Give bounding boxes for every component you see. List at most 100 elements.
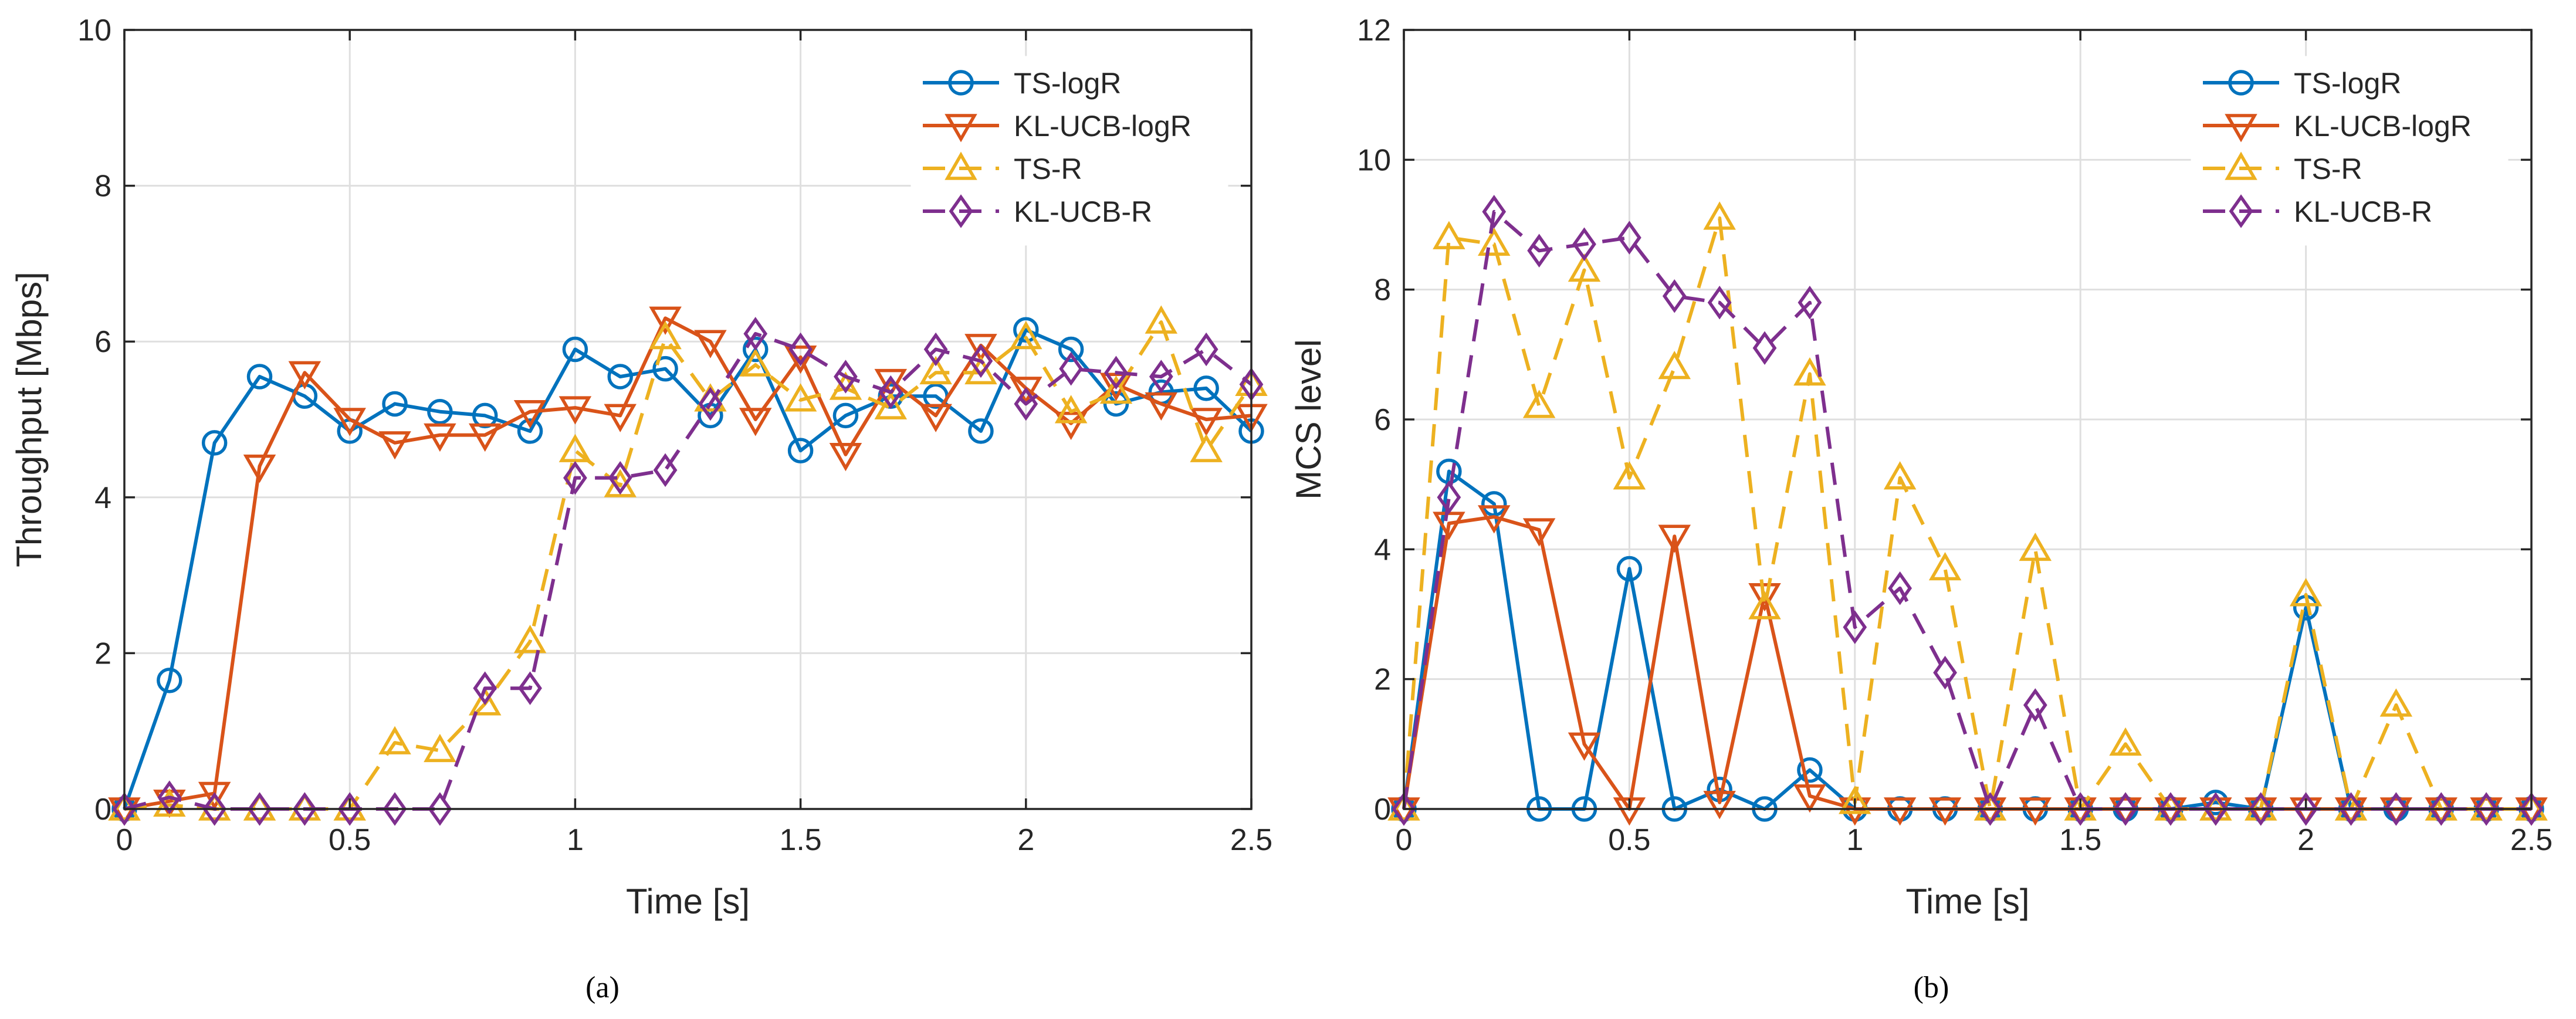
data-point-ts-r	[2379, 688, 2413, 717]
data-point-kl-ucb-logr	[1928, 797, 1962, 826]
data-point-kl-ucb-r	[788, 332, 813, 367]
y-tick-label: 6	[1374, 403, 1391, 437]
y-tick-label: 0	[1374, 793, 1391, 827]
data-point-kl-ucb-logr	[1478, 505, 1511, 534]
data-point-ts-logr	[201, 430, 228, 456]
data-point-kl-ucb-r	[2339, 792, 2363, 826]
data-point-ts-logr	[1797, 757, 1823, 783]
data-point-ts-r	[1748, 591, 1781, 619]
x-tick-label: 0.5	[329, 823, 371, 857]
data-point-kl-ucb-r	[1392, 792, 1416, 826]
y-tick-label: 0	[94, 793, 111, 827]
data-point-ts-logr	[562, 336, 588, 363]
legend-marker-kl-ucb-r	[949, 194, 973, 228]
data-point-ts-r	[1010, 321, 1042, 350]
data-point-ts-logr	[246, 364, 273, 390]
x-axis-label: Time [s]	[626, 882, 750, 921]
data-point-ts-r	[1793, 357, 1826, 386]
data-point-kl-ucb-r	[878, 375, 903, 409]
data-point-kl-ucb-r	[1482, 195, 1507, 229]
data-point-kl-ucb-r	[1843, 610, 1867, 644]
x-tick-label: 1.5	[779, 823, 821, 857]
data-point-kl-ucb-r	[112, 792, 137, 826]
data-point-ts-r	[1703, 201, 1736, 230]
y-tick-label: 10	[1357, 143, 1391, 177]
data-point-kl-ucb-r	[2249, 792, 2273, 826]
data-point-ts-logr	[1616, 556, 1643, 582]
y-tick-label: 4	[94, 481, 111, 515]
x-tick-label: 0.5	[1608, 823, 1650, 857]
data-point-kl-ucb-r	[2384, 792, 2408, 826]
data-point-kl-ucb-logr	[919, 404, 952, 432]
x-tick-label: 0	[116, 823, 133, 857]
data-point-kl-ucb-r	[382, 792, 407, 826]
data-point-kl-ucb-r	[2158, 792, 2183, 826]
data-point-kl-ucb-logr	[784, 346, 817, 374]
data-point-kl-ucb-r	[1149, 360, 1173, 394]
data-point-ts-logr	[517, 418, 543, 444]
data-point-kl-ucb-logr	[1883, 797, 1917, 826]
data-point-ts-r	[378, 726, 411, 754]
y-tick-label: 6	[94, 325, 111, 359]
data-point-ts-r	[424, 733, 456, 763]
data-point-kl-ucb-r	[157, 780, 182, 814]
data-point-kl-ucb-r	[923, 332, 948, 367]
data-point-ts-r	[1099, 375, 1133, 404]
data-point-ts-r	[649, 321, 682, 350]
legend-marker-ts-logr	[2228, 70, 2254, 96]
chart-throughput: 0 0.5 1 1.5 2 2.5 0 2 4 6 8 10 Time [s] Throughput [M…	[9, 13, 1272, 921]
data-point-ts-logr	[607, 364, 633, 390]
data-point-kl-ucb-r	[743, 317, 768, 351]
data-point-kl-ucb-logr	[2019, 797, 2052, 826]
y-axis-label: Throughput [Mbps]	[9, 272, 49, 567]
data-point-kl-ucb-r	[1104, 356, 1128, 390]
legend-marker-ts-r	[945, 151, 977, 180]
data-point-kl-ucb-logr	[1522, 518, 1556, 547]
data-point-ts-logr	[1103, 391, 1129, 417]
data-point-kl-ucb-r	[1888, 571, 1912, 605]
data-point-ts-logr	[1481, 491, 1507, 517]
data-point-kl-ucb-logr	[1658, 524, 1691, 553]
data-point-kl-ucb-logr	[649, 306, 682, 335]
data-point-kl-ucb-r	[563, 461, 587, 495]
data-point-ts-r	[1145, 305, 1178, 334]
y-tick-label: 10	[77, 13, 111, 48]
data-point-ts-r	[874, 391, 908, 419]
data-point-ts-r	[1190, 434, 1223, 462]
x-axis-label: Time [s]	[1905, 882, 2029, 921]
y-tick-label: 12	[1357, 13, 1391, 48]
data-point-ts-r	[1387, 792, 1420, 821]
data-point-kl-ucb-r	[2294, 792, 2318, 826]
data-point-kl-ucb-r	[1707, 286, 1732, 320]
legend-marker-kl-ucb-logr	[2225, 114, 2257, 143]
data-point-kl-ucb-logr	[604, 404, 637, 432]
data-point-kl-ucb-logr	[964, 334, 997, 363]
data-point-kl-ucb-r	[292, 792, 317, 826]
data-point-kl-ucb-r	[2519, 792, 2544, 826]
data-point-ts-logr	[1193, 375, 1219, 401]
y-tick-label: 8	[94, 170, 111, 204]
data-point-kl-ucb-logr	[874, 368, 908, 398]
data-point-ts-r	[1658, 350, 1691, 380]
data-point-kl-ucb-logr	[739, 408, 772, 436]
data-point-kl-ucb-r	[969, 344, 993, 378]
data-point-kl-ucb-r	[608, 461, 632, 495]
data-point-kl-ucb-r	[1933, 655, 1957, 690]
data-point-ts-r	[468, 687, 502, 716]
data-point-ts-r	[829, 371, 862, 400]
data-point-kl-ucb-r	[1014, 387, 1038, 421]
data-point-kl-ucb-r	[2023, 688, 2047, 722]
data-point-ts-r	[1974, 792, 2007, 821]
y-tick-label: 2	[1374, 663, 1391, 697]
y-tick-label: 2	[94, 637, 111, 671]
data-point-ts-logr	[472, 402, 498, 429]
y-tick-label: 8	[1374, 273, 1391, 307]
data-point-ts-logr	[382, 391, 408, 417]
data-point-ts-r	[919, 356, 952, 385]
data-point-kl-ucb-logr	[378, 431, 411, 460]
y-axis-label: MCS level	[1289, 339, 1328, 499]
legend: TS-logR KL-UCB-logR TS-R KL-UCB-R	[910, 56, 1228, 246]
data-point-kl-ucb-logr	[424, 423, 456, 452]
y-tick-label: 4	[1374, 533, 1391, 567]
data-point-ts-logr	[968, 418, 994, 444]
